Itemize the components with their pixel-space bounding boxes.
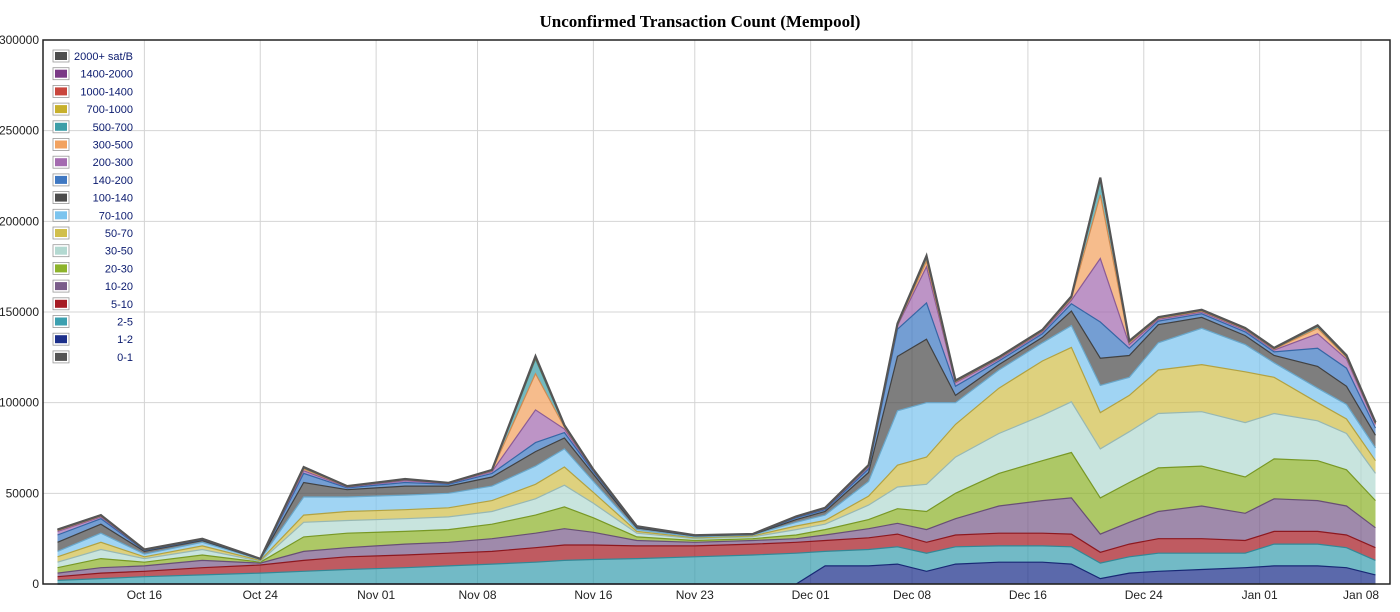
y-tick-label: 250000 — [0, 124, 39, 138]
legend-swatch — [55, 158, 67, 167]
chart-title: Unconfirmed Transaction Count (Mempool) — [539, 12, 861, 31]
legend-item: 300-500 — [52, 138, 133, 152]
y-axis: 0 50000 100000 150000 200000 250000 300000 — [0, 33, 39, 591]
legend: 2000+ sat/B 1400-2000 1000-1400 700-1000 500… — [52, 49, 134, 364]
area-50-70 — [57, 347, 1376, 563]
x-tick-label: Oct 24 — [243, 588, 279, 602]
legend-label: 1400-2000 — [80, 69, 133, 81]
area-30-50 — [57, 401, 1376, 568]
legend-item: 1400-2000 — [52, 67, 133, 81]
legend-label: 200-300 — [93, 157, 133, 169]
legend-swatch — [55, 193, 67, 202]
legend-label: 300-500 — [93, 140, 133, 152]
line-10-20 — [57, 497, 1376, 574]
series-areas — [57, 177, 1376, 584]
legend-item: 10-20 — [52, 279, 133, 293]
legend-label: 0-1 — [117, 352, 133, 364]
legend-swatch — [55, 299, 67, 308]
legend-item: 5-10 — [52, 297, 133, 311]
plot-frame — [42, 39, 1391, 585]
legend-swatch — [55, 264, 67, 273]
legend-swatch — [55, 122, 67, 131]
x-tick-label: Dec 24 — [1125, 588, 1163, 602]
legend-label: 5-10 — [111, 299, 133, 311]
series-lines — [57, 177, 1377, 585]
y-tick-label: 50000 — [6, 486, 40, 500]
legend-item: 50-70 — [52, 226, 133, 240]
legend-item: 140-200 — [52, 173, 133, 187]
legend-item: 20-30 — [52, 261, 133, 275]
area-70-100 — [57, 325, 1376, 561]
legend-item: 1000-1400 — [52, 85, 133, 98]
x-tick-label: Nov 23 — [676, 588, 714, 602]
legend-item: 1-2 — [52, 332, 133, 346]
area-20-30 — [57, 452, 1376, 574]
legend-label: 1000-1400 — [80, 86, 133, 98]
legend-swatch — [55, 246, 67, 255]
x-tick-label: Nov 01 — [357, 588, 395, 602]
line-2-5 — [57, 543, 1376, 581]
line-100-140 — [57, 310, 1377, 560]
area-100-140 — [57, 311, 1376, 560]
legend-swatch — [55, 52, 67, 60]
y-tick-label: 100000 — [0, 396, 39, 410]
legend-label: 1-2 — [117, 334, 133, 346]
total-outline — [57, 177, 1377, 561]
legend-item: 2000+ sat/B — [52, 49, 133, 63]
legend-label: 10-20 — [105, 281, 133, 293]
legend-label: 30-50 — [105, 246, 133, 258]
y-tick-label: 150000 — [0, 305, 39, 319]
legend-label: 100-140 — [93, 193, 133, 205]
legend-item: 30-50 — [52, 244, 133, 258]
legend-item: 0-1 — [52, 350, 133, 364]
legend-item: 200-300 — [52, 155, 133, 169]
legend-swatch — [55, 140, 67, 149]
legend-label: 70-100 — [99, 210, 133, 222]
line-20-30 — [57, 451, 1376, 569]
legend-swatch — [55, 87, 67, 96]
legend-label: 2-5 — [117, 317, 133, 329]
legend-item: 500-700 — [52, 120, 133, 134]
line-30-50 — [57, 401, 1376, 563]
x-tick-label: Oct 16 — [127, 588, 163, 602]
legend-label: 50-70 — [105, 228, 133, 240]
legend-item: 70-100 — [52, 208, 133, 222]
legend-item: 100-140 — [52, 191, 133, 205]
legend-swatch — [55, 229, 67, 237]
x-tick-label: Dec 01 — [792, 588, 830, 602]
legend-swatch — [55, 352, 67, 361]
legend-label: 500-700 — [93, 122, 133, 134]
legend-swatch — [55, 175, 67, 184]
line-70-100 — [57, 324, 1376, 561]
legend-item: 2-5 — [52, 315, 133, 329]
legend-swatch — [55, 105, 67, 114]
x-axis: Oct 16 Oct 24 Nov 01 Nov 08 Nov 16 Nov 23 Dec … — [127, 588, 1380, 602]
legend-label: 20-30 — [105, 263, 133, 275]
legend-swatch — [55, 211, 67, 220]
x-tick-label: Nov 08 — [459, 588, 497, 602]
legend-label: 140-200 — [93, 175, 133, 187]
legend-swatch — [55, 282, 67, 291]
line-140-200 — [57, 301, 1377, 560]
legend-swatch — [55, 317, 67, 326]
legend-label: 2000+ sat/B — [74, 51, 133, 63]
y-tick-label: 0 — [32, 577, 39, 591]
x-tick-label: Jan 01 — [1242, 588, 1278, 602]
area-10-20 — [57, 497, 1376, 577]
legend-label: 700-1000 — [87, 104, 134, 116]
area-2-5 — [57, 544, 1376, 584]
y-tick-label: 300000 — [0, 33, 39, 47]
legend-swatch — [55, 335, 67, 344]
y-tick-label: 200000 — [0, 214, 39, 228]
area-1-2 — [57, 562, 1376, 584]
legend-swatch — [55, 69, 67, 78]
line-5-10 — [57, 530, 1376, 578]
x-tick-label: Jan 08 — [1343, 588, 1379, 602]
x-tick-label: Dec 08 — [893, 588, 931, 602]
x-tick-label: Dec 16 — [1009, 588, 1047, 602]
legend-item: 700-1000 — [52, 102, 134, 116]
line-50-70 — [57, 346, 1376, 562]
x-tick-label: Nov 16 — [574, 588, 612, 602]
